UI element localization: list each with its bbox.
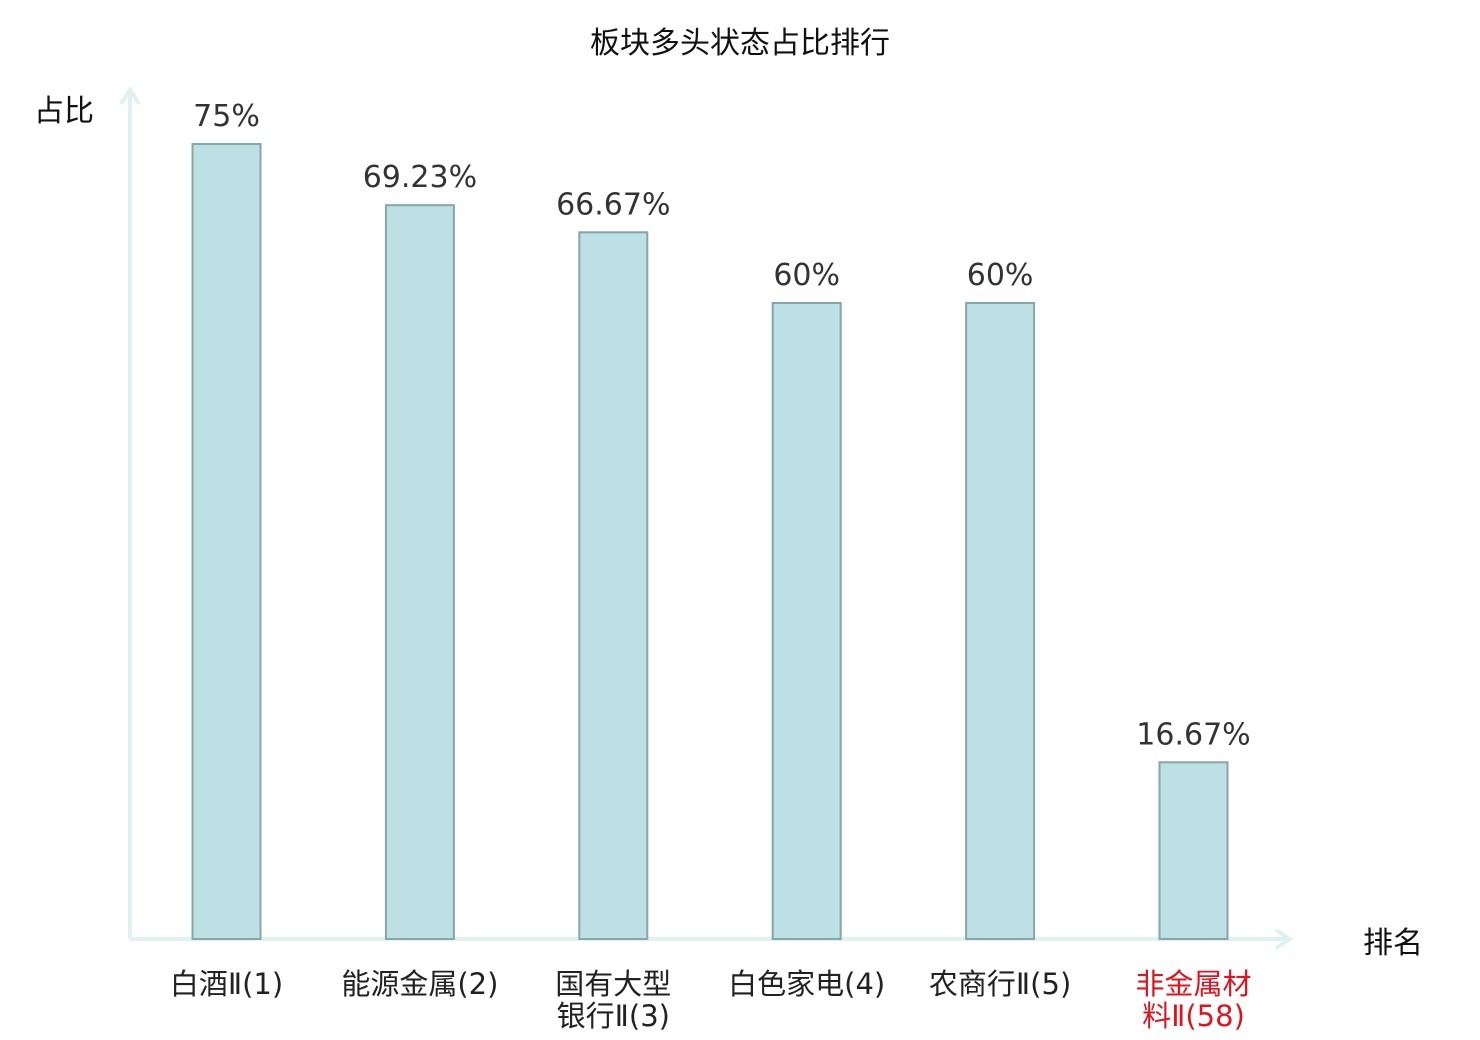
y-axis-label: 占比: [34, 94, 94, 129]
bar: [1158, 761, 1229, 940]
x-tick-label: 料Ⅱ(58): [1142, 999, 1245, 1033]
x-tick-label: 白酒Ⅱ(1): [170, 967, 283, 1001]
bars-group: [191, 143, 1229, 941]
bar-value-label: 75%: [193, 99, 260, 134]
bar: [578, 231, 649, 941]
bar-value-label: 60%: [773, 258, 840, 293]
axes: [119, 86, 1294, 950]
x-tick-label: 非金属材: [1135, 967, 1251, 1001]
x-tick-label: 能源金属(2): [341, 967, 498, 1001]
chart-title: 板块多头状态占比排行: [590, 26, 890, 61]
bar-value-label: 69.23%: [363, 160, 477, 195]
bar: [965, 302, 1036, 940]
x-tick-label: 白色家电(4): [728, 967, 885, 1001]
x-tick-label: 银行Ⅱ(3): [557, 999, 670, 1033]
bar-value-label: 66.67%: [556, 187, 670, 222]
value-labels-group: 75% 69.23% 66.67% 60% 60% 16.67%: [193, 99, 1251, 752]
x-axis-label: 排名: [1363, 926, 1423, 961]
bar: [191, 143, 262, 940]
x-tick-label: 国有大型: [555, 967, 671, 1001]
bar-value-label: 60%: [967, 258, 1034, 293]
y-axis-arrow: [119, 86, 141, 106]
x-axis-arrow: [1274, 928, 1294, 950]
x-tick-label: 农商行Ⅱ(5): [929, 967, 1071, 1001]
bar-value-label: 16.67%: [1136, 717, 1250, 752]
bar: [771, 302, 842, 940]
bar: [384, 204, 455, 941]
